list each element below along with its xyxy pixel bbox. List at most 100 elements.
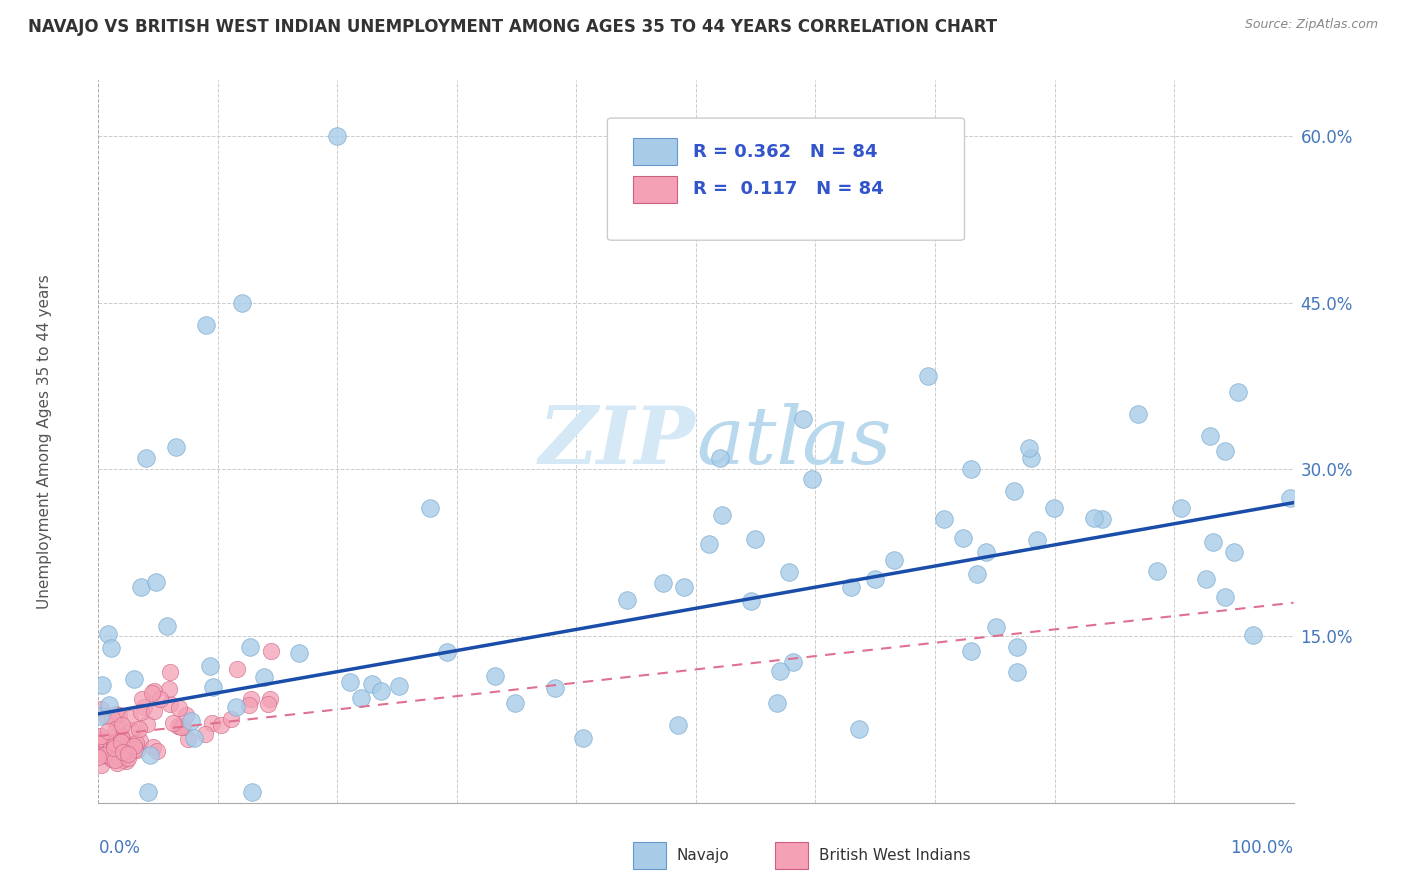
- Point: [201, 716, 224, 731]
- Point: [1213, 444, 1236, 458]
- Point: [1091, 512, 1114, 526]
- Point: [103, 741, 125, 756]
- Point: [104, 753, 127, 767]
- Point: [145, 744, 167, 758]
- Point: [89, 742, 111, 756]
- Point: [672, 581, 695, 595]
- Text: NAVAJO VS BRITISH WEST INDIAN UNEMPLOYMENT AMONG AGES 35 TO 44 YEARS CORRELATION: NAVAJO VS BRITISH WEST INDIAN UNEMPLOYME…: [28, 18, 997, 36]
- Point: [288, 646, 311, 660]
- Point: [155, 619, 177, 633]
- Point: [120, 711, 142, 725]
- Point: [97, 738, 120, 752]
- Point: [436, 645, 458, 659]
- Point: [91, 732, 114, 747]
- Point: [1195, 572, 1218, 586]
- Point: [183, 731, 205, 746]
- Point: [260, 644, 283, 658]
- Point: [225, 699, 247, 714]
- Point: [120, 723, 142, 738]
- Point: [932, 512, 955, 526]
- Point: [111, 753, 134, 767]
- Point: [142, 740, 165, 755]
- Point: [419, 501, 441, 516]
- Point: [711, 508, 734, 522]
- Point: [87, 750, 110, 764]
- Point: [1025, 533, 1047, 548]
- Point: [90, 702, 112, 716]
- Point: [125, 736, 148, 750]
- Point: [174, 708, 197, 723]
- Point: [94, 709, 117, 723]
- Point: [253, 670, 276, 684]
- Text: R =  0.117   N = 84: R = 0.117 N = 84: [693, 180, 884, 198]
- Point: [105, 734, 128, 748]
- Point: [139, 747, 162, 762]
- Point: [128, 734, 150, 748]
- Point: [107, 708, 129, 723]
- Point: [1227, 384, 1250, 399]
- Point: [1223, 545, 1246, 559]
- Point: [709, 451, 731, 466]
- Point: [170, 720, 193, 734]
- Point: [652, 575, 675, 590]
- Point: [93, 747, 115, 762]
- Point: [167, 701, 190, 715]
- Point: [1005, 665, 1028, 680]
- Point: [699, 537, 721, 551]
- Point: [769, 664, 792, 678]
- Point: [1201, 535, 1223, 549]
- Point: [115, 754, 138, 768]
- Point: [339, 675, 361, 690]
- Point: [740, 593, 762, 607]
- Point: [89, 739, 111, 754]
- Point: [200, 659, 222, 673]
- Point: [159, 697, 181, 711]
- Point: [239, 640, 262, 654]
- Point: [744, 533, 766, 547]
- Point: [97, 627, 120, 641]
- Point: [883, 552, 905, 566]
- Point: [108, 726, 131, 740]
- Point: [100, 739, 122, 754]
- Point: [484, 669, 506, 683]
- Text: R = 0.362   N = 84: R = 0.362 N = 84: [693, 143, 877, 161]
- Point: [1002, 484, 1025, 499]
- Point: [159, 665, 181, 679]
- Point: [101, 711, 124, 725]
- Point: [238, 698, 260, 712]
- Point: [240, 785, 263, 799]
- Point: [128, 722, 150, 736]
- Point: [162, 716, 184, 731]
- Point: [142, 684, 165, 698]
- Point: [142, 704, 165, 718]
- Point: [124, 741, 146, 756]
- Point: [1146, 564, 1168, 578]
- Point: [966, 566, 988, 581]
- Point: [1278, 491, 1301, 505]
- Point: [89, 709, 111, 723]
- Point: [124, 673, 146, 687]
- Point: [104, 736, 127, 750]
- Point: [177, 732, 200, 747]
- Point: [110, 731, 132, 745]
- Text: atlas: atlas: [696, 403, 891, 480]
- Point: [863, 573, 886, 587]
- Point: [101, 751, 124, 765]
- Point: [97, 749, 120, 764]
- Point: [117, 750, 139, 764]
- Point: [112, 745, 135, 759]
- Point: [111, 718, 134, 732]
- Point: [129, 580, 152, 594]
- Point: [141, 686, 163, 700]
- Point: [361, 676, 384, 690]
- Point: [172, 720, 194, 734]
- Point: [841, 580, 863, 594]
- Point: [1215, 591, 1237, 605]
- Point: [326, 128, 349, 143]
- Point: [1128, 407, 1150, 421]
- Point: [239, 691, 262, 706]
- Point: [157, 682, 180, 697]
- Point: [350, 691, 373, 706]
- Point: [848, 722, 870, 736]
- Point: [221, 712, 243, 726]
